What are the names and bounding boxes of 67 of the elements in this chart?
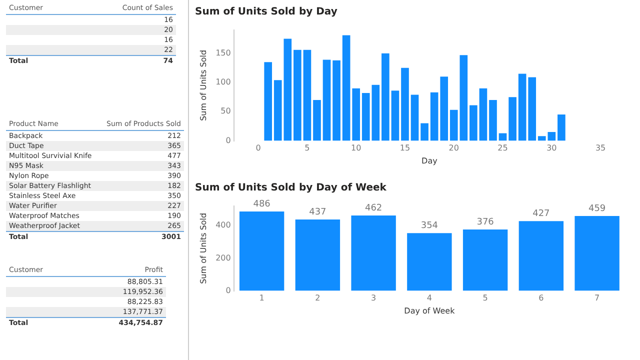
y-tick-label: 400 bbox=[216, 220, 231, 230]
data-label: 486 bbox=[253, 199, 271, 210]
bar bbox=[352, 88, 360, 141]
data-label: 437 bbox=[309, 207, 326, 218]
bar bbox=[548, 132, 556, 141]
y-tick-label: 50 bbox=[220, 106, 231, 116]
x-tick-label: 15 bbox=[400, 144, 410, 153]
x-axis-title: Day bbox=[422, 156, 438, 166]
x-tick-label: 7 bbox=[594, 294, 600, 303]
bar bbox=[518, 221, 564, 291]
bar bbox=[342, 35, 350, 141]
x-tick-label: 1 bbox=[259, 294, 264, 303]
bar bbox=[313, 100, 321, 141]
bar bbox=[391, 90, 400, 141]
data-label: 462 bbox=[364, 203, 382, 214]
bar bbox=[382, 53, 390, 141]
data-label: 376 bbox=[476, 217, 494, 228]
bar bbox=[528, 77, 536, 141]
bar bbox=[351, 215, 396, 291]
bar bbox=[558, 114, 566, 141]
x-tick-label: 35 bbox=[595, 144, 606, 153]
bar bbox=[518, 74, 526, 141]
x-tick-label: 25 bbox=[498, 144, 508, 153]
bar bbox=[420, 123, 428, 141]
y-tick-label: 0 bbox=[226, 136, 231, 145]
x-tick-label: 5 bbox=[304, 144, 310, 153]
bar bbox=[295, 220, 340, 291]
bar bbox=[410, 94, 419, 141]
x-axis-title: Day of Week bbox=[404, 306, 456, 316]
chart-title: Sum of Units Sold by Day bbox=[195, 6, 338, 18]
bar bbox=[498, 133, 507, 141]
bar bbox=[322, 60, 331, 141]
x-tick-label: 2 bbox=[315, 294, 320, 303]
x-tick-label: 30 bbox=[546, 144, 557, 153]
bar bbox=[264, 62, 272, 141]
x-tick-label: 0 bbox=[256, 144, 261, 153]
bar bbox=[332, 60, 340, 141]
x-tick-label: 3 bbox=[371, 294, 376, 303]
bar bbox=[479, 88, 488, 141]
chart-title: Sum of Units Sold by Day of Week bbox=[195, 182, 387, 194]
bar bbox=[303, 50, 312, 141]
y-tick-label: 100 bbox=[216, 78, 231, 87]
bar bbox=[440, 76, 448, 141]
bar bbox=[470, 105, 478, 141]
x-tick-label: 6 bbox=[538, 294, 544, 303]
x-tick-label: 5 bbox=[482, 294, 488, 303]
y-tick-label: 0 bbox=[226, 286, 231, 295]
data-label: 427 bbox=[532, 209, 550, 220]
bar bbox=[430, 92, 438, 141]
x-tick-label: 10 bbox=[351, 144, 362, 153]
bar bbox=[574, 216, 620, 291]
bar bbox=[538, 136, 546, 141]
y-axis-title: Sum of Units Sold bbox=[198, 212, 208, 284]
y-axis-title: Sum of Units Sold bbox=[198, 50, 208, 121]
bar bbox=[462, 229, 508, 291]
data-label: 354 bbox=[420, 220, 438, 231]
bar bbox=[508, 97, 516, 141]
bar bbox=[294, 50, 302, 141]
data-label: 459 bbox=[588, 204, 606, 214]
bar bbox=[401, 68, 409, 141]
y-tick-label: 200 bbox=[216, 253, 231, 262]
bar bbox=[239, 212, 284, 291]
bar bbox=[407, 233, 452, 291]
x-tick-label: 20 bbox=[448, 144, 459, 153]
x-tick-label: 4 bbox=[426, 294, 432, 303]
bar bbox=[489, 100, 497, 141]
y-tick-label: 150 bbox=[216, 48, 231, 58]
